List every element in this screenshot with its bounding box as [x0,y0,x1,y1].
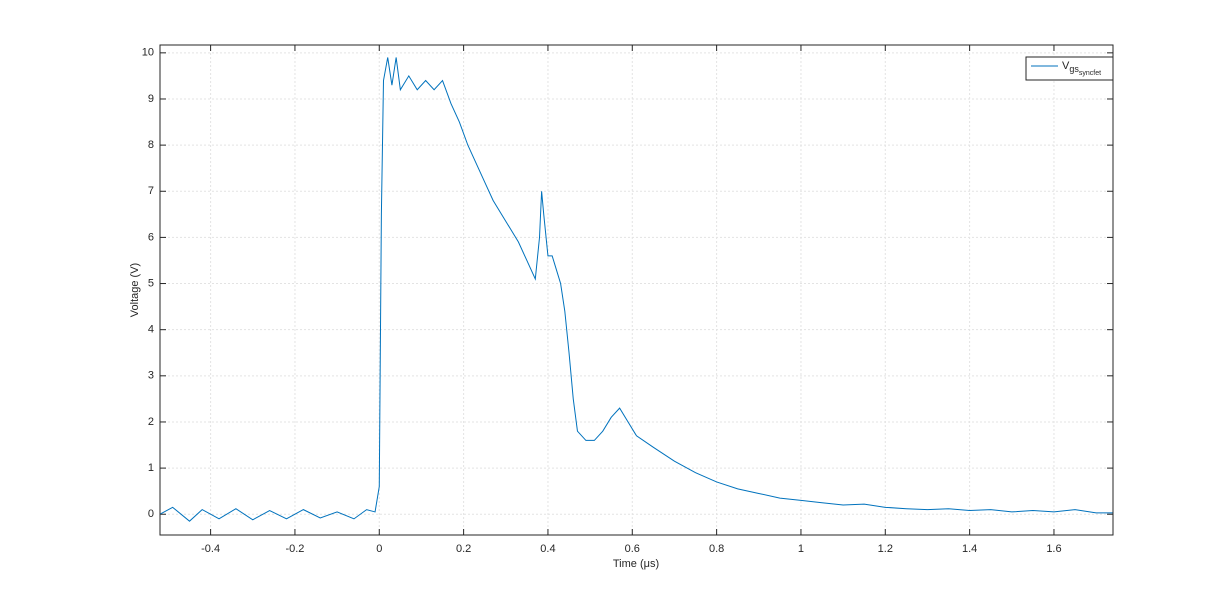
legend-name: V [1062,60,1070,72]
y-tick-label: 8 [148,139,154,151]
x-tick-label: 0.2 [456,543,471,555]
y-tick-label: 4 [148,324,154,336]
x-tick-label: 1.4 [962,543,977,555]
legend-box [1025,56,1114,81]
x-tick-label: 1 [798,543,804,555]
x-tick-label: 1.2 [878,543,893,555]
x-tick-label: 1.6 [1046,543,1061,555]
x-tick-label: -0.2 [285,543,304,555]
y-tick-label: 10 [142,47,154,59]
legend-subsubscript: syncfet [1079,70,1101,77]
y-tick-label: 9 [148,93,154,105]
x-tick-label: 0.8 [709,543,724,555]
x-tick-label: -0.4 [201,543,220,555]
data-line [159,57,1113,522]
plot-area [160,45,1113,535]
y-tick-label: 7 [148,185,154,197]
axes-box [159,44,1114,536]
x-tick-label: 0 [376,543,382,555]
x-tick-label: 0.4 [540,543,555,555]
y-tick-label: 3 [148,370,154,382]
x-tick-label: 0.6 [625,543,640,555]
y-tick-label: 6 [148,231,154,243]
x-axis-label: Time (μs) [613,558,659,570]
legend-subscript: gs [1069,64,1079,74]
y-tick-label: 0 [148,508,154,520]
y-axis-label: Voltage (V) [129,263,141,317]
legend-label: Vgssyncfet [1062,60,1101,77]
y-tick-label: 5 [148,277,154,289]
y-tick-label: 1 [148,462,154,474]
y-tick-label: 2 [148,416,154,428]
